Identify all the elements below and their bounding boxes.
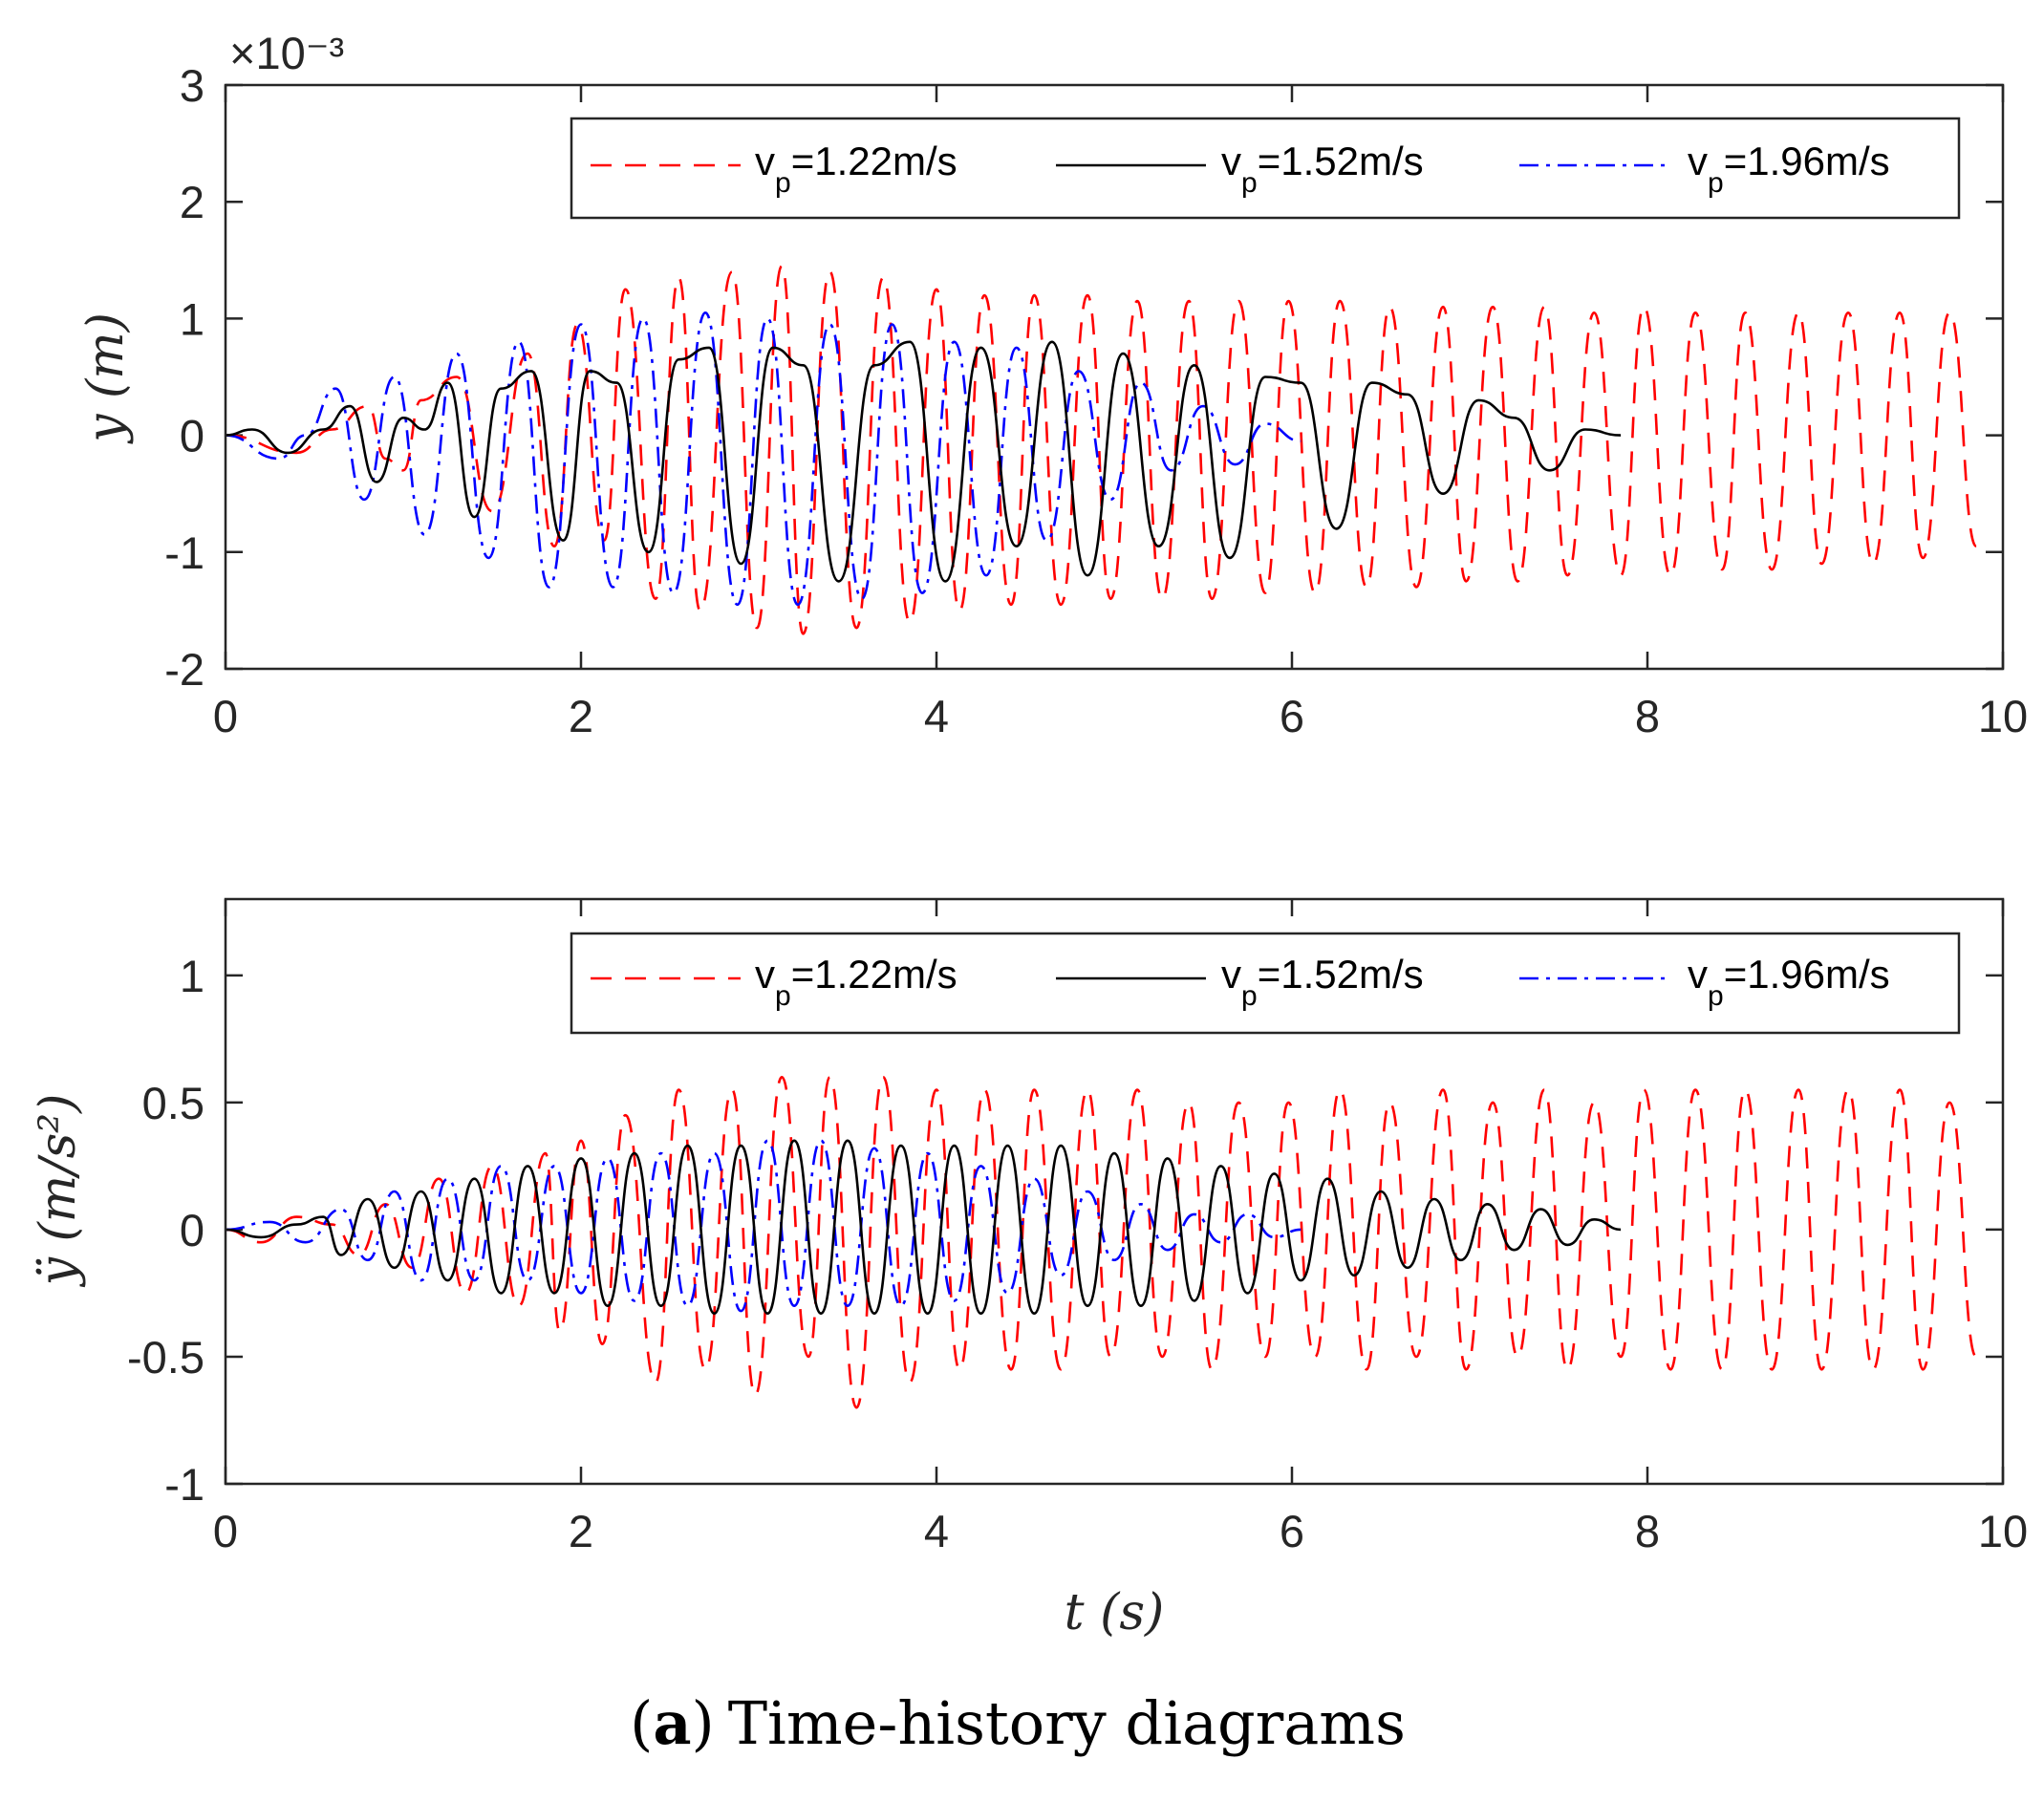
acceleration-panel: 0 2 4 6 8 10 -1 -0.5 0 0.5 1 ÿ (m/s²) t (s) vp=1.… xyxy=(30,897,2028,1641)
x-tick-label: 0 xyxy=(213,691,238,741)
series-lines xyxy=(225,1076,1978,1409)
series-line-vp-1-52m-s xyxy=(225,1139,1622,1315)
series-line-vp-1-22m-s xyxy=(225,265,1978,635)
series-line-vp-1-96m-s xyxy=(225,311,1302,607)
series-line-vp-1-22m-s xyxy=(225,1076,1978,1409)
x-tick-label: 6 xyxy=(1280,691,1304,741)
plot-frame xyxy=(224,897,2005,1486)
y-tick-label: -0.5 xyxy=(127,1332,204,1383)
y-tick-label: -1 xyxy=(164,1459,204,1510)
legend-label-v196: vp=1.96m/s xyxy=(1688,139,1890,199)
exponent-label: ×10⁻³ xyxy=(229,28,344,78)
y-tick-label: 1 xyxy=(180,293,204,344)
x-tick-label: 2 xyxy=(569,1506,593,1556)
series-line-vp-1-52m-s xyxy=(225,340,1622,583)
legend-box xyxy=(570,932,1961,1035)
x-tick-label: 10 xyxy=(1978,1506,2028,1556)
x-tick-label: 10 xyxy=(1978,691,2028,741)
legend-label-v122: vp=1.22m/s xyxy=(755,139,957,199)
y-tick-label: -1 xyxy=(164,527,204,578)
y-tick-label: 0 xyxy=(180,1205,204,1255)
legend: vp=1.22m/s vp=1.52m/s vp=1.96m/s xyxy=(570,117,1961,220)
x-tick-label: 8 xyxy=(1635,1506,1660,1556)
legend-label-v152: vp=1.52m/s xyxy=(1221,952,1424,1012)
y-tick-labels: -2 -1 0 1 2 3 xyxy=(164,60,204,695)
legend-label-v196: vp=1.96m/s xyxy=(1688,952,1890,1012)
x-tick-label: 2 xyxy=(569,691,593,741)
y-tick-labels: -1 -0.5 0 0.5 1 xyxy=(127,951,204,1510)
y-tick-label: 0 xyxy=(180,411,204,461)
y-tick-label: 3 xyxy=(180,60,204,111)
series-lines xyxy=(225,265,1978,635)
y-axis-label: ÿ (m/s²) xyxy=(30,1094,87,1288)
y-tick-label: 2 xyxy=(180,177,204,227)
x-tick-label: 4 xyxy=(924,1506,949,1556)
y-tick-label: 1 xyxy=(180,951,204,1001)
legend-label-v122: vp=1.22m/s xyxy=(755,952,957,1012)
x-tick-label: 8 xyxy=(1635,691,1660,741)
plot-frame xyxy=(224,83,2005,671)
y-tick-label: -2 xyxy=(164,644,204,695)
y-axis-label: y (m) xyxy=(77,312,135,444)
figure-caption: (a) Time-history diagrams xyxy=(630,1688,1406,1758)
x-tick-labels: 0 2 4 6 8 10 xyxy=(213,1506,2028,1556)
x-axis-label: t (s) xyxy=(1065,1584,1165,1641)
x-tick-label: 4 xyxy=(924,691,949,741)
x-tick-label: 0 xyxy=(213,1506,238,1556)
y-tick-label: 0.5 xyxy=(142,1078,204,1128)
legend: vp=1.22m/s vp=1.52m/s vp=1.96m/s xyxy=(570,932,1961,1035)
legend-box xyxy=(570,117,1961,220)
legend-label-v152: vp=1.52m/s xyxy=(1221,139,1424,199)
x-tick-label: 6 xyxy=(1280,1506,1304,1556)
series-line-vp-1-96m-s xyxy=(225,1139,1302,1313)
x-tick-labels: 0 2 4 6 8 10 xyxy=(213,691,2028,741)
displacement-panel: 0 2 4 6 8 10 -2 -1 0 1 2 3 ×10⁻³ y (m) vp=1.22m/s … xyxy=(77,28,2028,741)
